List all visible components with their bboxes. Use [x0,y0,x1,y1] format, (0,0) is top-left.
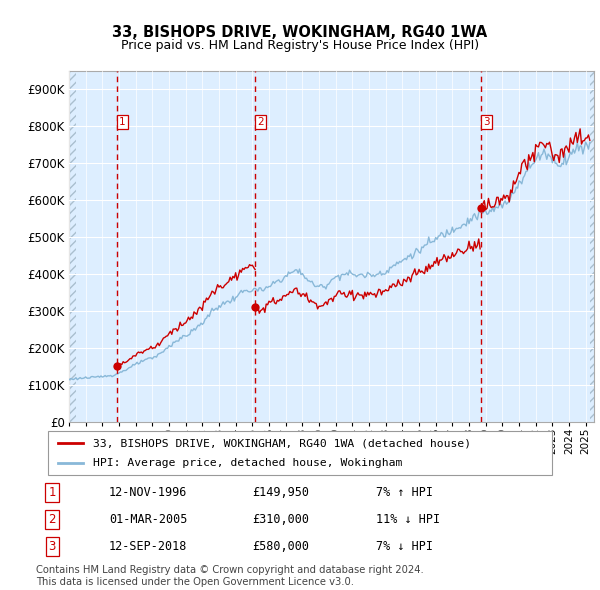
Text: 33, BISHOPS DRIVE, WOKINGHAM, RG40 1WA (detached house): 33, BISHOPS DRIVE, WOKINGHAM, RG40 1WA (… [94,438,472,448]
Text: Price paid vs. HM Land Registry's House Price Index (HPI): Price paid vs. HM Land Registry's House … [121,39,479,52]
Text: 2: 2 [257,117,264,127]
Text: 3: 3 [483,117,490,127]
Text: 12-SEP-2018: 12-SEP-2018 [109,540,187,553]
Text: 1: 1 [49,486,56,499]
Text: £580,000: £580,000 [252,540,309,553]
Text: 1: 1 [119,117,125,127]
FancyBboxPatch shape [48,431,552,475]
Text: 2: 2 [49,513,56,526]
Bar [590,71,594,422]
Text: £149,950: £149,950 [252,486,309,499]
Text: 01-MAR-2005: 01-MAR-2005 [109,513,187,526]
Text: 12-NOV-1996: 12-NOV-1996 [109,486,187,499]
Text: Contains HM Land Registry data © Crown copyright and database right 2024.
This d: Contains HM Land Registry data © Crown c… [36,565,424,587]
Text: £310,000: £310,000 [252,513,309,526]
Text: 3: 3 [49,540,56,553]
Text: HPI: Average price, detached house, Wokingham: HPI: Average price, detached house, Woki… [94,458,403,467]
Text: 7% ↑ HPI: 7% ↑ HPI [376,486,433,499]
Text: 11% ↓ HPI: 11% ↓ HPI [376,513,440,526]
Text: 7% ↓ HPI: 7% ↓ HPI [376,540,433,553]
Text: 33, BISHOPS DRIVE, WOKINGHAM, RG40 1WA: 33, BISHOPS DRIVE, WOKINGHAM, RG40 1WA [112,25,488,40]
Bar [69,71,76,422]
